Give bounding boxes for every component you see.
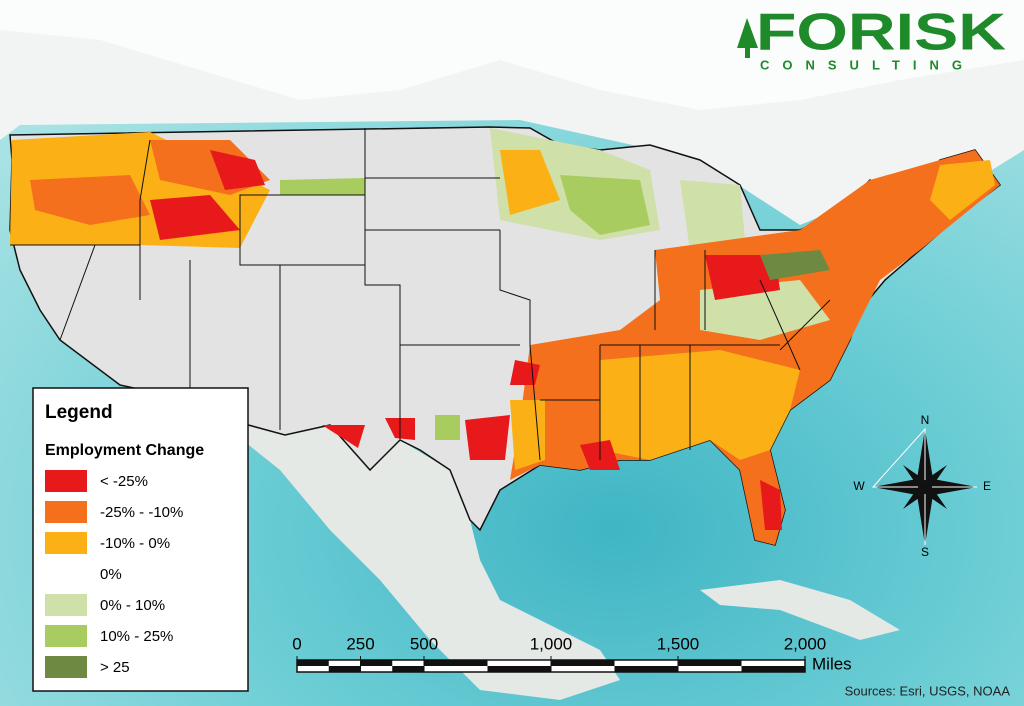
scale-segment <box>551 660 615 666</box>
arctic <box>0 0 1024 110</box>
region-west-texas <box>322 425 365 448</box>
legend-swatch <box>45 625 87 647</box>
legend-label: < -25% <box>100 473 148 490</box>
scale-segment <box>297 660 329 666</box>
region-florida <box>760 480 782 530</box>
scale-bar: Miles 0 250 500 1,000 1,500 2,000 <box>292 634 851 673</box>
region-montana-2 <box>210 150 265 190</box>
legend-label: 0% <box>100 566 122 583</box>
scale-label: 2,000 <box>784 634 827 653</box>
scale-unit: Miles <box>812 654 852 673</box>
compass-diagonals <box>903 465 947 509</box>
region-idaho <box>150 195 240 240</box>
logo-name: FORISK <box>756 4 1007 62</box>
scale-segment <box>392 666 424 672</box>
logo: FORISK CONSULTING <box>737 4 1007 72</box>
scale-segment <box>328 666 361 672</box>
legend-swatch <box>45 563 87 585</box>
region-oregon <box>30 175 150 225</box>
legend-swatch <box>45 532 87 554</box>
legend-label: 10% - 25% <box>100 628 173 645</box>
state-borders <box>10 128 831 461</box>
region-michigan <box>680 180 745 250</box>
region-pennsylvania <box>760 250 830 280</box>
scale-segment <box>360 660 393 666</box>
region-east-montana <box>280 178 365 195</box>
scale-segment <box>678 660 742 666</box>
compass-s: S <box>921 545 929 559</box>
legend: Legend Employment Change < -25% -25% - -1… <box>32 387 249 692</box>
employment-regions <box>10 128 1000 545</box>
legend-swatch <box>45 501 87 523</box>
region-central-texas <box>435 415 460 440</box>
scale-label: 250 <box>346 634 374 653</box>
scale-segment <box>424 660 488 666</box>
scale-label: 0 <box>292 634 301 653</box>
legend-label: -25% - -10% <box>100 504 183 521</box>
legend-label: 0% - 10% <box>100 597 165 614</box>
legend-swatch <box>45 656 87 678</box>
scale-segment <box>614 666 678 672</box>
legend-label: > 25 <box>100 659 130 676</box>
logo-tree <box>737 18 758 58</box>
legend-subtitle: Employment Change <box>45 442 204 459</box>
legend-title: Legend <box>45 402 113 423</box>
source: Sources: Esri, USGS, NOAA <box>845 683 1011 698</box>
compass-highlight <box>871 427 977 545</box>
scale-label: 1,000 <box>530 634 573 653</box>
compass-n: N <box>921 413 930 427</box>
region-east-texas <box>465 415 510 460</box>
cuba <box>700 580 900 640</box>
compass-w: W <box>853 479 865 493</box>
scale-label: 1,500 <box>657 634 700 653</box>
region-southeast <box>600 350 800 460</box>
scale-segment <box>487 666 551 672</box>
logo-tagline: CONSULTING <box>760 57 975 72</box>
region-wisconsin <box>560 175 650 235</box>
region-minnesota <box>500 150 560 215</box>
scale-label: 500 <box>410 634 438 653</box>
region-maine <box>930 160 995 220</box>
legend-label: -10% - 0% <box>100 535 170 552</box>
region-ohio <box>705 255 780 300</box>
scale-segment <box>741 666 805 672</box>
legend-swatch <box>45 594 87 616</box>
mexico <box>190 400 620 700</box>
compass: N E S W <box>853 413 991 559</box>
compass-e: E <box>983 479 991 493</box>
legend-swatch <box>45 470 87 492</box>
